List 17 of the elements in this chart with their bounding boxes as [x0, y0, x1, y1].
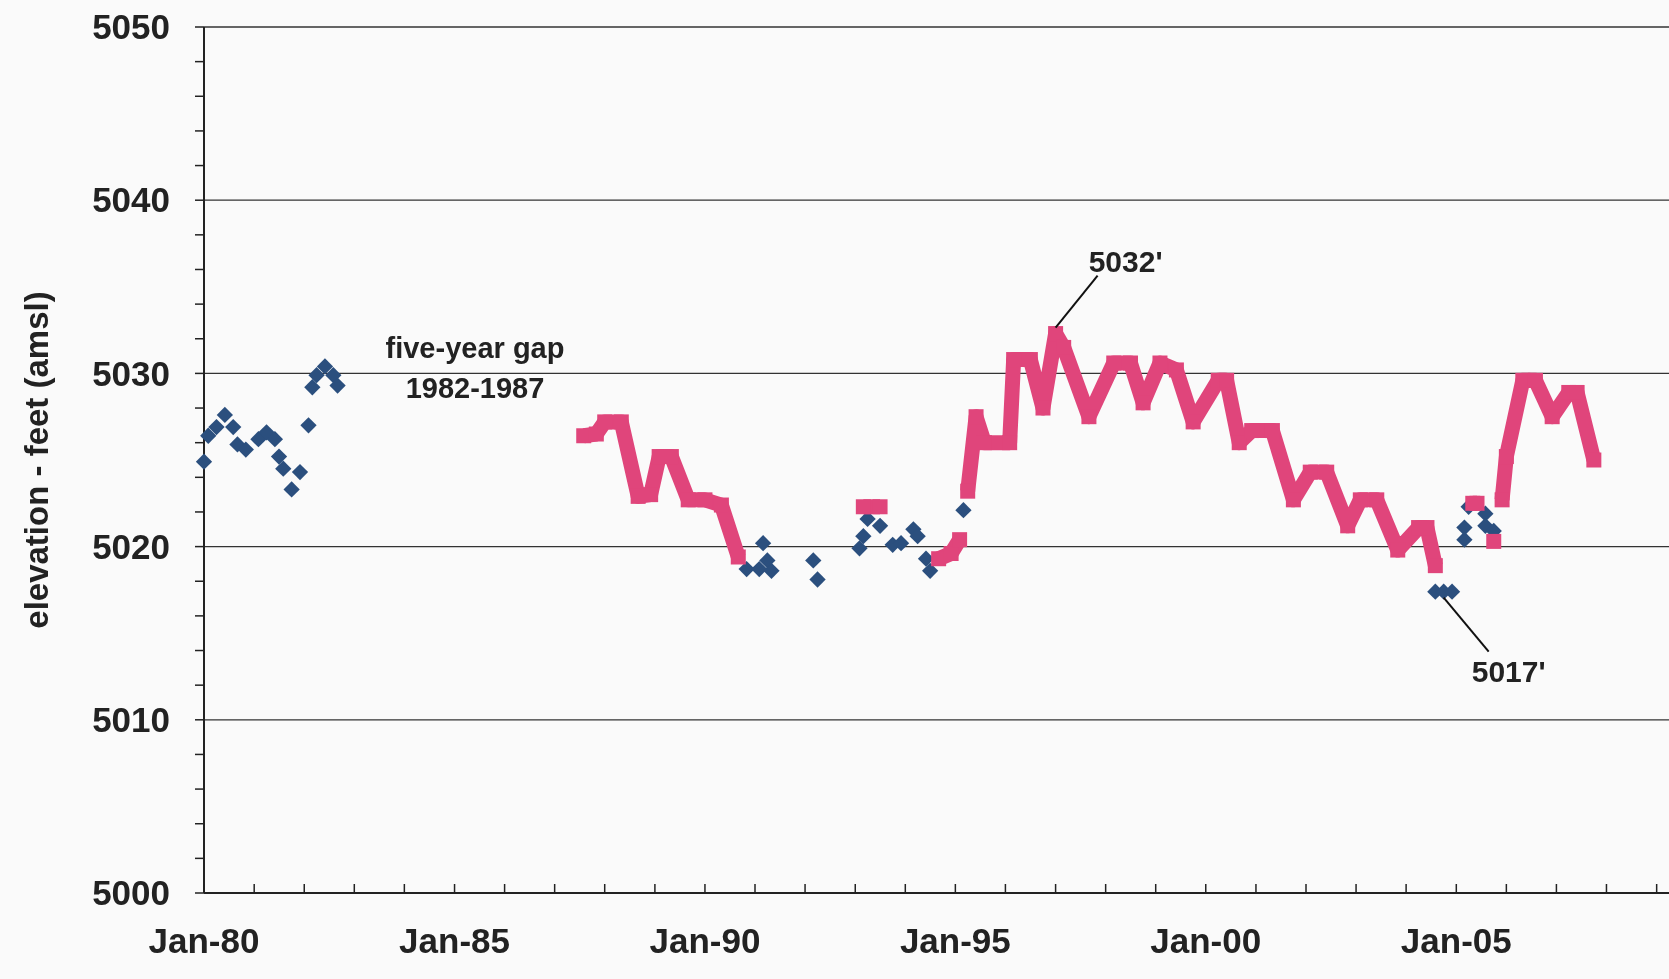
y-tick-label: 5000	[92, 873, 170, 913]
y-tick-label: 5050	[92, 7, 170, 47]
annotation: 1982-1987	[405, 372, 545, 404]
y-tick-label: 5030	[92, 353, 170, 393]
x-tick-label: Jan-00	[1150, 921, 1262, 960]
x-tick-label: Jan-85	[399, 921, 510, 960]
annotation: 5032'	[1088, 244, 1163, 278]
y-tick-label: 5020	[92, 526, 170, 566]
y-tick-label: 5040	[92, 180, 170, 220]
x-tick-label: Jan-80	[148, 921, 260, 960]
annotation: 5017'	[1471, 654, 1546, 688]
annotation: five-year gap	[385, 332, 565, 364]
y-tick-label: 5010	[92, 700, 170, 740]
x-tick-label: Jan-90	[649, 921, 761, 960]
x-tick-label: Jan-05	[1400, 921, 1512, 960]
y-axis-title: elevation - feet (amsl)	[18, 291, 55, 629]
x-tick-label: Jan-95	[899, 921, 1011, 960]
